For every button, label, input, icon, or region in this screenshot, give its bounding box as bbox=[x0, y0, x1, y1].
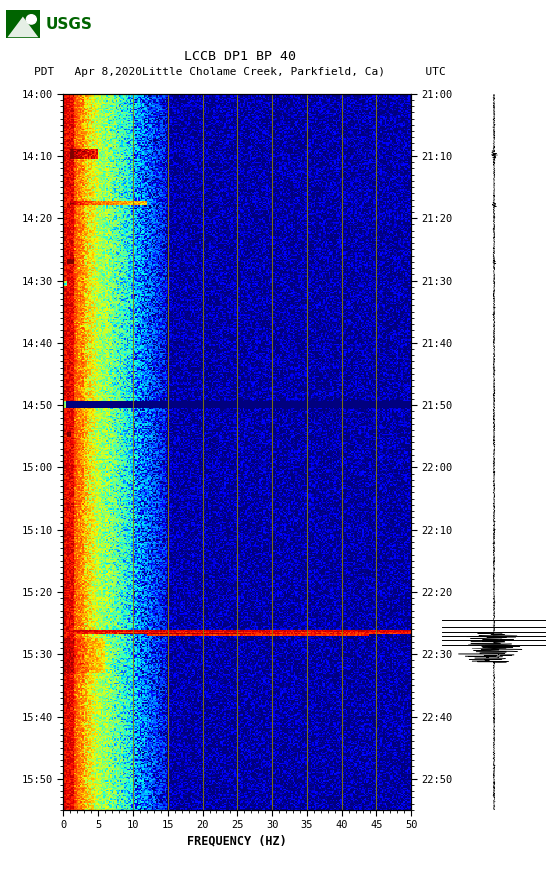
Text: LCCB DP1 BP 40: LCCB DP1 BP 40 bbox=[184, 50, 296, 62]
X-axis label: FREQUENCY (HZ): FREQUENCY (HZ) bbox=[188, 835, 287, 847]
Text: USGS: USGS bbox=[45, 17, 92, 31]
FancyBboxPatch shape bbox=[6, 10, 40, 38]
Text: PDT   Apr 8,2020Little Cholame Creek, Parkfield, Ca)      UTC: PDT Apr 8,2020Little Cholame Creek, Park… bbox=[34, 67, 446, 77]
Polygon shape bbox=[8, 17, 38, 37]
Circle shape bbox=[26, 14, 36, 24]
